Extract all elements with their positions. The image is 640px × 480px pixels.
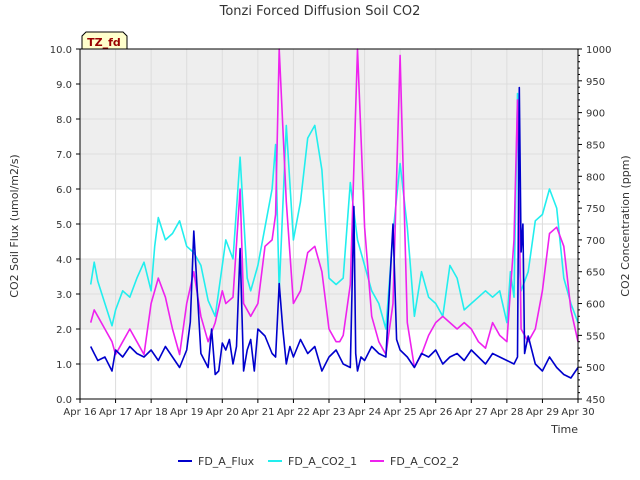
y-axis-left-label: CO2 Soil Flux (umol/m2/s) [8, 154, 21, 297]
y-right-tick-label: 450 [586, 395, 605, 406]
site-label: TZ_fd [87, 36, 121, 49]
x-tick-label: Apr 19 [170, 407, 203, 418]
x-tick-label: Apr 25 [384, 407, 417, 418]
x-tick-label: Apr 18 [135, 407, 168, 418]
series-line-fd-a-flux [89, 86, 579, 379]
x-tick-label: Apr 28 [490, 407, 523, 418]
legend-entry: FD_A_CO2_2 [390, 455, 459, 468]
y-left-tick-label: 0.0 [56, 395, 72, 406]
y-right-tick-label: 950 [586, 77, 605, 88]
y-right-tick-label: 550 [586, 331, 605, 342]
y-left-tick-label: 8.0 [56, 115, 72, 126]
y-right-tick-label: 500 [586, 363, 605, 374]
x-tick-label: Apr 21 [241, 407, 274, 418]
legend-entry: FD_A_Flux [198, 455, 255, 468]
legend-entry: FD_A_CO2_1 [288, 455, 357, 468]
y-right-tick-label: 600 [586, 300, 605, 311]
y-right-tick-label: 650 [586, 268, 605, 279]
series-line-fd-a-co2-1 [89, 92, 579, 330]
y-right-tick-label: 800 [586, 172, 605, 183]
y-left-tick-label: 4.0 [56, 255, 72, 266]
y-right-tick-label: 750 [586, 204, 605, 215]
x-tick-label: Apr 20 [206, 407, 239, 418]
y-left-tick-label: 1.0 [56, 360, 72, 371]
y-axis-right-ticks: 450 500 550 600 650 700 750 800 850 900 950 1000 [578, 45, 611, 406]
y-left-tick-label: 6.0 [56, 185, 72, 196]
y-right-tick-label: 900 [586, 109, 605, 120]
y-right-tick-label: 700 [586, 236, 605, 247]
y-left-tick-label: 3.0 [56, 290, 72, 301]
grid-lines [79, 48, 579, 400]
x-axis-label: Time [550, 423, 578, 436]
x-tick-label: Apr 22 [277, 407, 310, 418]
x-tick-label: Apr 16 [63, 407, 96, 418]
x-tick-label: Apr 27 [455, 407, 488, 418]
x-tick-label: Apr 24 [348, 407, 381, 418]
x-tick-label: Apr 17 [99, 407, 132, 418]
y-axis-left-ticks: 0.0 1.0 2.0 3.0 4.0 5.0 6.0 7.0 8.0 9.0 10.0 [50, 45, 80, 406]
y-left-tick-label: 10.0 [50, 45, 72, 56]
y-right-tick-label: 850 [586, 140, 605, 151]
y-left-tick-label: 2.0 [56, 325, 72, 336]
y-left-tick-label: 5.0 [56, 220, 72, 231]
x-tick-label: Apr 23 [312, 407, 345, 418]
x-tick-label: Apr 26 [419, 407, 452, 418]
x-tick-label: Apr 30 [561, 407, 594, 418]
x-tick-label: Apr 29 [526, 407, 559, 418]
y-left-tick-label: 7.0 [56, 150, 72, 161]
legend: FD_A_Flux FD_A_CO2_1 FD_A_CO2_2 [178, 455, 459, 468]
series-line-fd-a-co2-2 [89, 48, 579, 369]
y-left-tick-label: 9.0 [56, 80, 72, 91]
series-layer [89, 48, 579, 379]
site-label-box: TZ_fd [81, 31, 128, 50]
x-axis-ticks: Apr 16 Apr 17 Apr 18 Apr 19 Apr 20 Apr 21 Apr … [63, 399, 595, 418]
y-right-tick-label: 1000 [586, 45, 611, 56]
chart-title: Tonzi Forced Diffusion Soil CO2 [219, 4, 421, 19]
y-axis-right-label: CO2 Concentration (ppm) [619, 155, 632, 296]
